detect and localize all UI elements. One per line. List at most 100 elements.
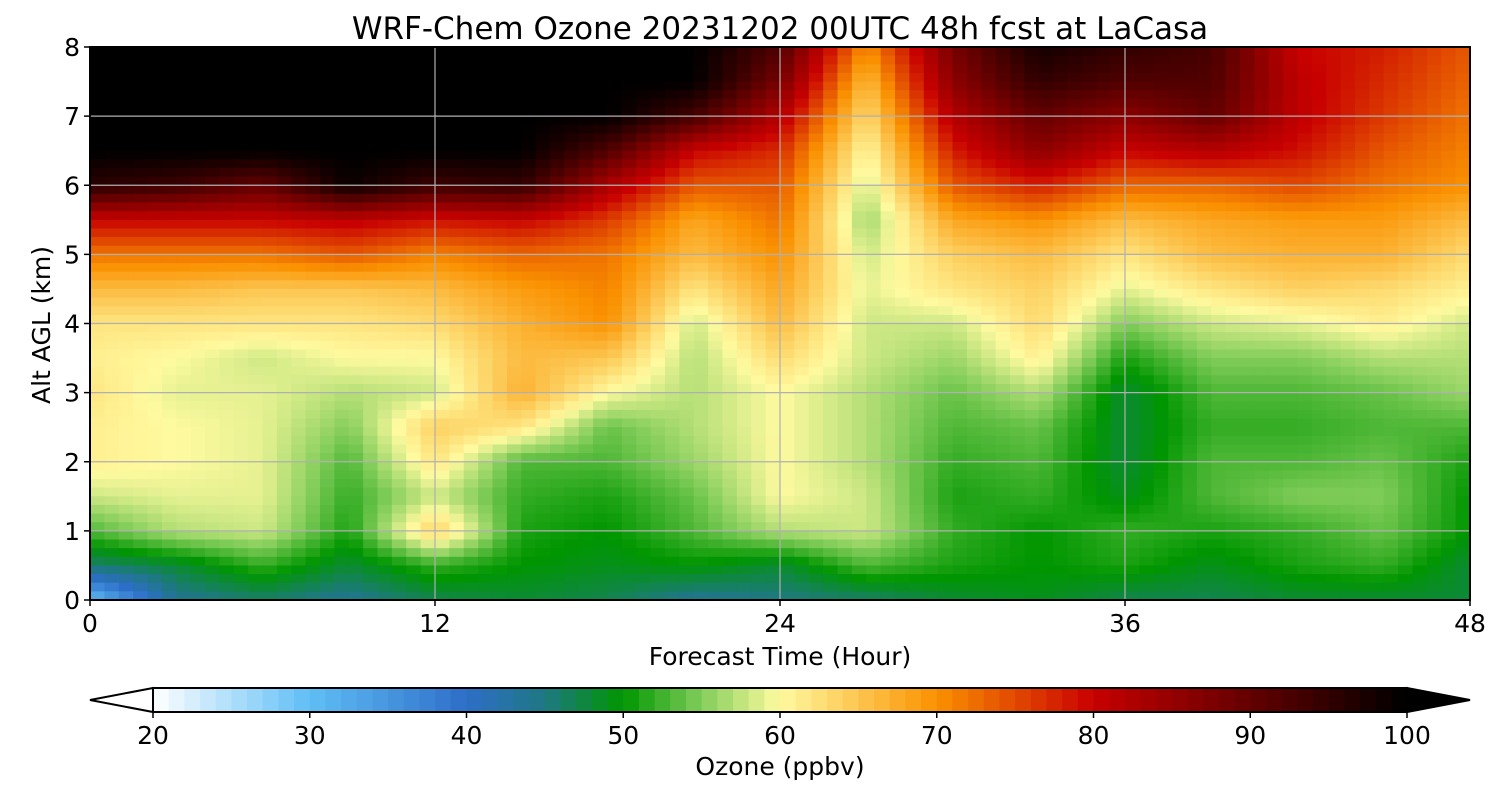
ozone-cell [377, 461, 393, 471]
ozone-cell [1053, 418, 1069, 428]
ozone-cell [205, 288, 220, 299]
ozone-cell [1441, 288, 1457, 299]
ozone-cell [104, 133, 120, 143]
ozone-cell [1311, 375, 1327, 385]
ozone-cell [679, 219, 695, 230]
ozone-cell [751, 314, 767, 325]
ozone-cell [420, 98, 436, 109]
ozone-cell [205, 461, 220, 471]
ozone-cell [506, 409, 522, 420]
ozone-cell [1096, 375, 1112, 385]
ozone-cell [348, 193, 364, 204]
ozone-cell [205, 167, 220, 178]
ozone-cell [262, 366, 278, 376]
ozone-cell [1412, 435, 1428, 446]
ozone-cell [147, 427, 163, 437]
ozone-cell [1153, 263, 1169, 273]
ozone-cell [1283, 297, 1299, 307]
ozone-cell [1038, 271, 1054, 281]
ozone-cell [1081, 323, 1097, 333]
ozone-cell [1311, 340, 1327, 351]
ozone-cell [765, 392, 781, 402]
ozone-cell [363, 245, 379, 255]
ozone-cell [1110, 55, 1126, 65]
ozone-cell [1340, 116, 1356, 126]
ozone-cell [1153, 392, 1169, 402]
ozone-cell [722, 280, 738, 290]
ozone-cell [420, 228, 436, 238]
ozone-cell [535, 81, 551, 91]
ozone-cell [147, 479, 163, 489]
ozone-cell [348, 211, 364, 221]
ozone-cell [636, 64, 652, 74]
ozone-cell [1355, 306, 1370, 316]
ozone-cell [808, 263, 824, 273]
ozone-cell [1311, 444, 1327, 454]
ozone-cell [420, 461, 436, 471]
ozone-cell [1297, 167, 1313, 178]
ozone-cell [607, 55, 623, 65]
ozone-cell [1383, 401, 1399, 411]
ozone-cell [593, 64, 609, 74]
ozone-cell [837, 435, 853, 446]
ozone-cell [808, 479, 824, 489]
ozone-cell [1383, 72, 1399, 83]
ozone-cell [909, 375, 925, 385]
ozone-cell [1369, 392, 1385, 402]
ozone-cell [607, 340, 623, 351]
ozone-cell [205, 401, 220, 411]
ozone-cell [1369, 228, 1385, 238]
ozone-cell [851, 470, 867, 480]
ozone-cell [1297, 461, 1313, 471]
ozone-cell [1426, 107, 1442, 117]
ozone-cell [794, 297, 810, 307]
ozone-cell [780, 72, 795, 83]
ozone-cell [923, 211, 939, 221]
ozone-cell [837, 159, 853, 169]
ozone-cell [406, 453, 422, 463]
ozone-cell [1398, 444, 1414, 454]
ozone-cell [1283, 263, 1299, 273]
ozone-cell [449, 340, 465, 351]
ozone-cell [190, 401, 206, 411]
ozone-cell [1340, 211, 1356, 221]
ozone-cell [923, 81, 939, 91]
ozone-cell [1268, 383, 1284, 394]
ozone-cell [938, 358, 954, 368]
ozone-cell [1110, 116, 1126, 126]
ozone-cell [550, 444, 565, 454]
ozone-cell [708, 332, 724, 342]
ozone-cell [866, 211, 882, 221]
ozone-cell [909, 211, 925, 221]
ozone-cell [1441, 444, 1457, 454]
ozone-cell [593, 98, 609, 109]
ozone-cell [248, 245, 264, 255]
ozone-cell [1038, 453, 1054, 463]
ozone-cell [808, 409, 824, 420]
ozone-cell [1182, 487, 1198, 497]
ozone-cell [621, 383, 637, 394]
ozone-cell [248, 332, 264, 342]
ozone-cell [233, 263, 249, 273]
ozone-cell [1297, 47, 1313, 57]
ozone-cell [463, 150, 479, 160]
ozone-cell [938, 349, 954, 359]
ozone-cell [880, 323, 896, 333]
ozone-cell [708, 185, 724, 195]
ozone-cell [248, 159, 264, 169]
ozone-cell [104, 47, 120, 57]
ozone-cell [406, 228, 422, 238]
ozone-cell [205, 124, 220, 135]
ozone-cell [1038, 427, 1054, 437]
ozone-cell [808, 349, 824, 359]
ozone-cell [550, 72, 565, 83]
ozone-cell [118, 55, 134, 65]
ozone-cell [1254, 487, 1270, 497]
ozone-cell [1426, 90, 1442, 100]
ozone-cell [391, 332, 407, 342]
ozone-cell [679, 90, 695, 100]
ozone-cell [1067, 167, 1083, 178]
ozone-cell [952, 375, 968, 385]
ozone-cell [751, 228, 767, 238]
ozone-cell [348, 375, 364, 385]
